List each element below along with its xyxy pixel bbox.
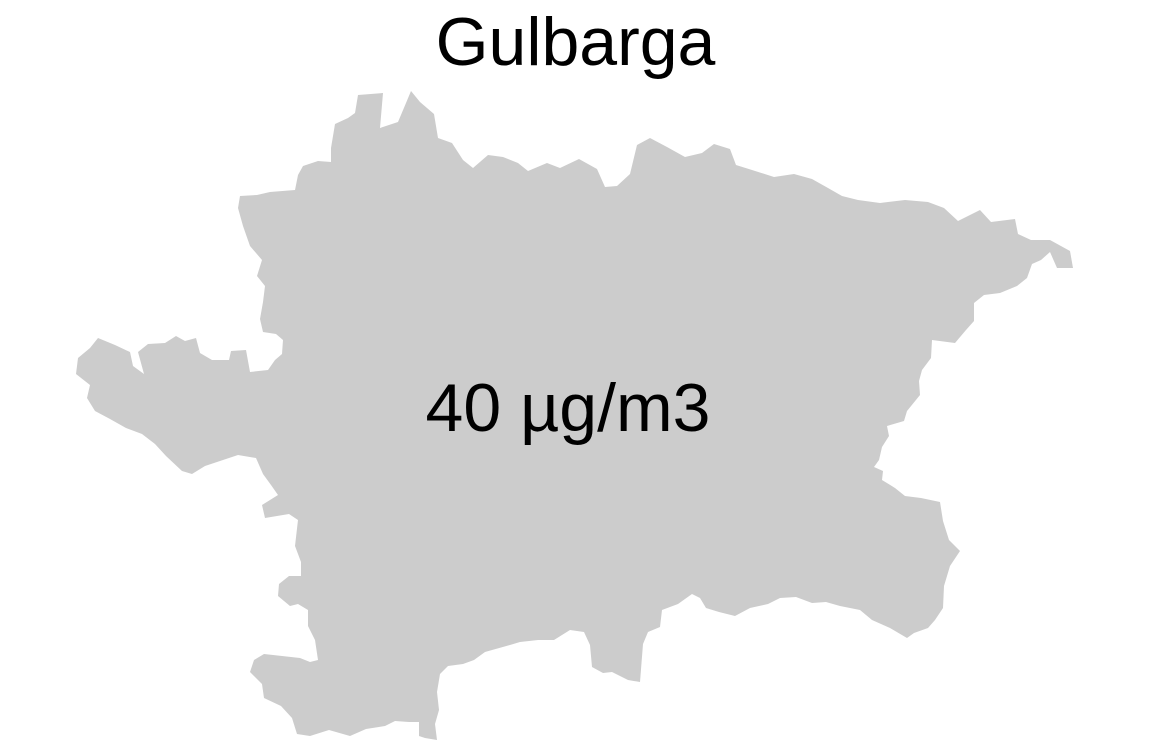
map-title: Gulbarga: [435, 4, 716, 80]
district-boundary: [76, 91, 1073, 740]
value-label: 40 µg/m3: [426, 370, 711, 446]
